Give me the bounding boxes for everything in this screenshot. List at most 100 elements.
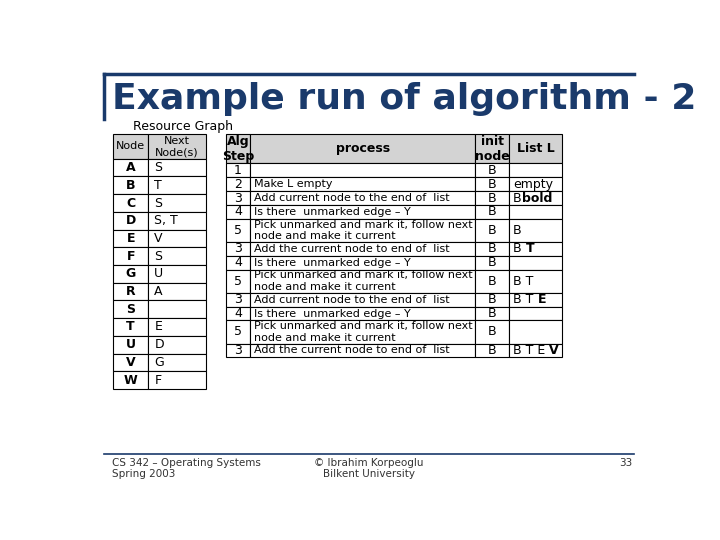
- Bar: [509, 242, 562, 256]
- Bar: [148, 354, 206, 372]
- Bar: [225, 256, 251, 269]
- Bar: [113, 372, 148, 389]
- Bar: [475, 307, 509, 320]
- Bar: [509, 164, 562, 177]
- Bar: [148, 283, 206, 300]
- Bar: [475, 219, 509, 242]
- Text: CS 342 – Operating Systems
Spring 2003: CS 342 – Operating Systems Spring 2003: [112, 457, 261, 479]
- Bar: [509, 269, 562, 293]
- Text: B: B: [488, 275, 497, 288]
- Bar: [148, 300, 206, 318]
- Text: 4: 4: [234, 205, 242, 218]
- Text: B: B: [126, 179, 135, 192]
- Bar: [113, 177, 148, 194]
- Text: Add current node to the end of  list: Add current node to the end of list: [253, 295, 449, 305]
- Text: B T E: B T E: [513, 344, 549, 357]
- Text: B: B: [488, 307, 497, 320]
- Bar: [113, 283, 148, 300]
- Bar: [509, 134, 562, 164]
- Text: A: A: [126, 161, 135, 174]
- Text: A: A: [154, 285, 163, 298]
- Bar: [148, 159, 206, 177]
- Bar: [475, 242, 509, 256]
- Bar: [225, 205, 251, 219]
- Bar: [509, 307, 562, 320]
- Text: W: W: [124, 374, 138, 387]
- Bar: [113, 318, 148, 336]
- Text: Is there  unmarked edge – Y: Is there unmarked edge – Y: [253, 308, 410, 319]
- Bar: [475, 134, 509, 164]
- Text: List L: List L: [517, 142, 554, 155]
- Text: 3: 3: [234, 344, 242, 357]
- Text: G: G: [154, 356, 164, 369]
- Text: S, T: S, T: [154, 214, 178, 227]
- Text: B: B: [513, 224, 522, 237]
- Bar: [509, 219, 562, 242]
- Text: B: B: [488, 178, 497, 191]
- Text: Is there  unmarked edge – Y: Is there unmarked edge – Y: [253, 258, 410, 268]
- Text: B T: B T: [513, 275, 534, 288]
- Bar: [148, 336, 206, 354]
- Text: Pick unmarked and mark it, follow next
node and make it current: Pick unmarked and mark it, follow next n…: [253, 321, 472, 343]
- Bar: [509, 191, 562, 205]
- Bar: [225, 307, 251, 320]
- Text: B: B: [488, 192, 497, 205]
- Text: U: U: [126, 338, 135, 351]
- Bar: [251, 191, 475, 205]
- Text: bold: bold: [522, 192, 552, 205]
- Bar: [251, 205, 475, 219]
- Bar: [251, 343, 475, 357]
- Text: 3: 3: [234, 293, 242, 306]
- Bar: [475, 320, 509, 343]
- Bar: [251, 177, 475, 191]
- Text: B: B: [488, 224, 497, 237]
- Text: Add the current node to end of  list: Add the current node to end of list: [253, 346, 449, 355]
- Text: © Ibrahim Korpeoglu
Bilkent University: © Ibrahim Korpeoglu Bilkent University: [314, 457, 424, 479]
- Text: 33: 33: [619, 457, 632, 468]
- Bar: [148, 194, 206, 212]
- Bar: [148, 212, 206, 230]
- Bar: [225, 191, 251, 205]
- Bar: [225, 343, 251, 357]
- Text: B: B: [488, 326, 497, 339]
- Text: E: E: [154, 320, 162, 334]
- Bar: [113, 300, 148, 318]
- Bar: [251, 269, 475, 293]
- Bar: [509, 343, 562, 357]
- Bar: [225, 242, 251, 256]
- Text: 5: 5: [234, 224, 242, 237]
- Bar: [148, 134, 206, 159]
- Bar: [475, 191, 509, 205]
- Bar: [148, 177, 206, 194]
- Text: D: D: [154, 338, 164, 351]
- Text: G: G: [125, 267, 136, 280]
- Bar: [113, 354, 148, 372]
- Text: E: E: [127, 232, 135, 245]
- Text: 4: 4: [234, 256, 242, 269]
- Text: Pick unmarked and mark it, follow next
node and make it current: Pick unmarked and mark it, follow next n…: [253, 220, 472, 241]
- Text: 2: 2: [234, 178, 242, 191]
- Text: S: S: [154, 249, 162, 262]
- Text: B: B: [488, 205, 497, 218]
- Text: V: V: [154, 232, 163, 245]
- Text: Alg
Step: Alg Step: [222, 135, 254, 163]
- Text: E: E: [538, 293, 546, 306]
- Bar: [251, 293, 475, 307]
- Bar: [148, 265, 206, 283]
- Text: B: B: [488, 256, 497, 269]
- Bar: [475, 293, 509, 307]
- Text: B: B: [488, 164, 497, 177]
- Text: S: S: [154, 161, 162, 174]
- Text: process: process: [336, 142, 390, 155]
- Bar: [148, 247, 206, 265]
- Bar: [251, 256, 475, 269]
- Text: Resource Graph: Resource Graph: [132, 120, 233, 133]
- Text: V: V: [126, 356, 135, 369]
- Text: Make L empty: Make L empty: [253, 179, 332, 189]
- Bar: [509, 320, 562, 343]
- Bar: [251, 134, 475, 164]
- Text: T: T: [154, 179, 162, 192]
- Bar: [148, 372, 206, 389]
- Text: init
node: init node: [475, 135, 510, 163]
- Bar: [509, 256, 562, 269]
